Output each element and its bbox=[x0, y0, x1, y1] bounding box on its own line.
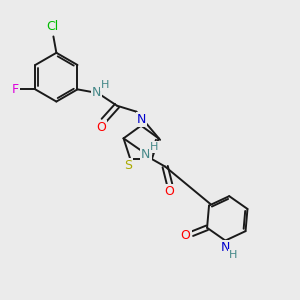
Text: N: N bbox=[92, 86, 101, 99]
Text: S: S bbox=[124, 159, 132, 172]
Text: Cl: Cl bbox=[46, 20, 58, 33]
Text: O: O bbox=[165, 185, 175, 198]
Text: O: O bbox=[96, 121, 106, 134]
Text: H: H bbox=[150, 142, 158, 152]
Text: H: H bbox=[101, 80, 109, 90]
Text: N: N bbox=[220, 242, 230, 254]
Text: H: H bbox=[229, 250, 237, 260]
Text: N: N bbox=[137, 112, 146, 126]
Text: N: N bbox=[141, 148, 151, 161]
Text: O: O bbox=[181, 229, 190, 242]
Text: F: F bbox=[11, 83, 19, 96]
